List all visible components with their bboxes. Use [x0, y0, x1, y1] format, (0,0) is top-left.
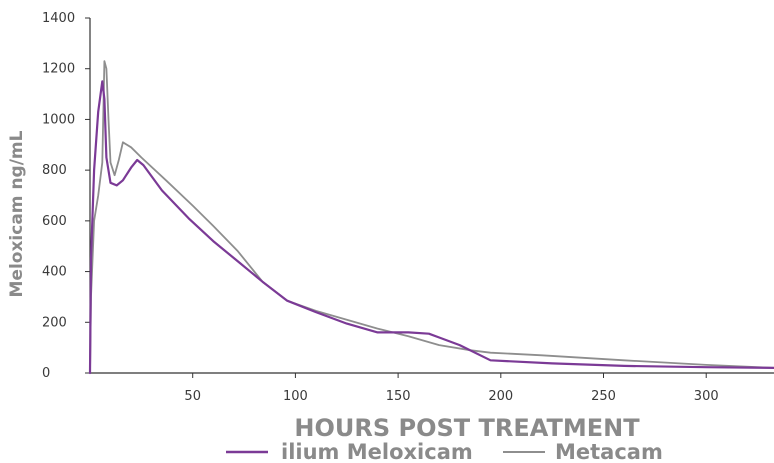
- x-ticks: 50 100 150 200 250 300: [184, 373, 719, 404]
- y-tick-label-400: 400: [42, 265, 67, 280]
- x-tick-label-300: 300: [694, 389, 719, 404]
- y-tick-label-600: 600: [42, 214, 67, 229]
- y-tick-label-0: 0: [42, 366, 50, 381]
- y-tick-label-1000: 1000: [42, 112, 75, 127]
- y-tick-label-1200: 1200: [42, 62, 75, 77]
- series-line-ilium-meloxicam: [88, 80, 774, 375]
- series-line-metacam: [89, 60, 774, 374]
- y-tick-label-1400: 1400: [42, 11, 75, 26]
- legend-label-ilium-meloxicam: ilium Meloxicam: [281, 440, 473, 463]
- x-tick-label-200: 200: [488, 389, 513, 404]
- y-axis-title: Meloxicam ng/mL: [7, 130, 27, 297]
- y-ticks: 0 200 400 600 800 1000 1200 1400: [42, 11, 90, 381]
- x-tick-label-100: 100: [283, 389, 308, 404]
- x-axis-title: HOURS POST TREATMENT: [294, 414, 640, 442]
- x-tick-label-50: 50: [184, 389, 201, 404]
- y-tick-label-800: 800: [42, 163, 67, 178]
- y-tick-label-200: 200: [42, 315, 67, 330]
- y-axis-title-group: Meloxicam ng/mL: [7, 130, 27, 297]
- x-tick-label-250: 250: [591, 389, 616, 404]
- legend-label-metacam: Metacam: [555, 440, 663, 463]
- series-lines: [88, 60, 774, 375]
- legend: ilium Meloxicam Metacam: [226, 440, 663, 463]
- x-tick-label-150: 150: [386, 389, 411, 404]
